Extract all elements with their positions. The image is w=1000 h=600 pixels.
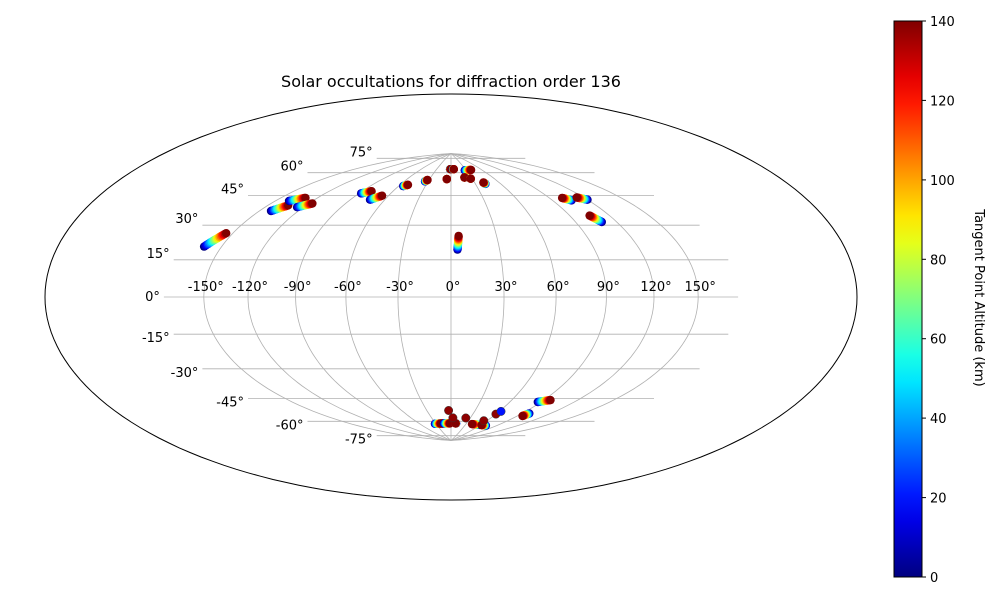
- occultation-point: [423, 175, 432, 185]
- latitude-tick-labels: -75° -60° -45° -30° -15° 0° 15° 30° 45° 60° 75°: [142, 145, 373, 447]
- lat-tick-label: -60°: [276, 418, 304, 433]
- lat-tick-label: 0°: [145, 290, 160, 305]
- graticule-grid: [163, 153, 739, 441]
- colorbar-tick-label: 140: [930, 15, 955, 30]
- lon-tick-label: 120°: [640, 280, 671, 295]
- occultation-point: [442, 174, 451, 184]
- occultation-point: [518, 411, 527, 421]
- lat-tick-label: -15°: [142, 331, 170, 346]
- occultation-point: [572, 193, 581, 202]
- colorbar-tick-label: 60: [930, 333, 947, 348]
- lon-tick-label: 90°: [597, 280, 620, 295]
- occultation-point: [585, 211, 594, 220]
- occultation-point: [557, 193, 567, 203]
- occultation-point: [403, 180, 413, 189]
- colorbar-tick-label: 100: [930, 174, 955, 189]
- lon-tick-label: 30°: [494, 280, 517, 295]
- occultation-point: [461, 413, 471, 423]
- lat-tick-label: 75°: [350, 145, 373, 160]
- colorbar-tick-label: 120: [930, 94, 955, 109]
- lon-tick-label: -30°: [386, 280, 414, 295]
- lon-tick-label: -60°: [334, 280, 362, 295]
- lon-tick-label: 60°: [547, 280, 570, 295]
- lat-tick-label: -30°: [171, 366, 199, 381]
- data-points: [199, 165, 606, 430]
- lat-tick-label: 15°: [147, 247, 170, 262]
- occultation-point: [308, 199, 317, 208]
- colorbar-tick-label: 40: [930, 412, 947, 427]
- lat-tick-label: 30°: [175, 212, 198, 227]
- lon-tick-label: 0°: [446, 280, 461, 295]
- longitude-tick-labels: -150° -120° -90° -60° -30° 0° 30° 60° 90° 120° 150…: [188, 280, 716, 295]
- colorbar-ticks: 0 20 40 60 80 100 120 140: [922, 15, 955, 586]
- occultation-point: [546, 395, 555, 405]
- occultation-point: [479, 416, 489, 426]
- lat-tick-label: 60°: [280, 160, 303, 175]
- lat-tick-label: 45°: [221, 183, 244, 198]
- lon-tick-label: -150°: [188, 280, 224, 295]
- colorbar: 0 20 40 60 80 100 120 140 Tangent Point Altitud…: [893, 15, 986, 586]
- occultation-point: [466, 165, 476, 175]
- colorbar-tick-label: 0: [930, 571, 938, 586]
- occultation-point: [222, 229, 231, 238]
- occultation-point: [301, 193, 310, 203]
- lat-tick-label: -45°: [216, 396, 244, 411]
- occultation-point: [466, 174, 475, 183]
- lat-tick-label: -75°: [345, 433, 373, 448]
- lon-tick-label: -90°: [284, 280, 312, 295]
- lon-tick-label: -120°: [232, 280, 268, 295]
- occultation-point: [444, 406, 454, 415]
- colorbar-tick-label: 80: [930, 253, 947, 268]
- chart-title: Solar occultations for diffraction order…: [281, 72, 621, 91]
- lon-tick-label: 150°: [685, 280, 716, 295]
- occultation-point: [449, 165, 458, 174]
- colorbar-label: Tangent Point Altitude (km): [971, 208, 986, 386]
- colorbar-tick-label: 20: [930, 492, 947, 507]
- occultation-point: [454, 231, 463, 241]
- occultation-point: [467, 419, 477, 429]
- map-outline: [44, 93, 858, 501]
- occultation-point: [377, 191, 387, 200]
- occultation-point: [448, 413, 458, 423]
- occultation-point: [367, 187, 376, 196]
- occultation-point: [479, 178, 488, 187]
- occultation-point: [496, 406, 506, 416]
- colorbar-gradient: [893, 20, 923, 578]
